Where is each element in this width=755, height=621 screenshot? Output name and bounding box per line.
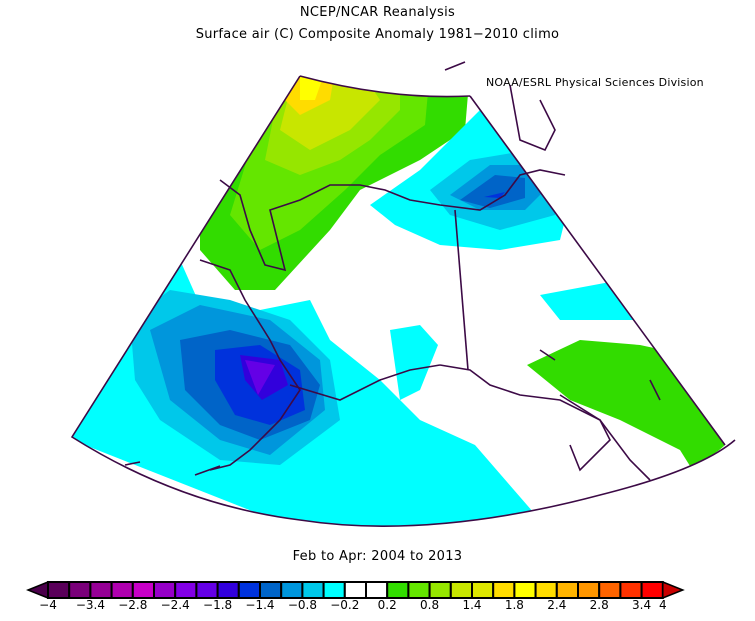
colorbar-tick-label: −2.8 — [118, 598, 148, 612]
colorbar-tick-label: −4 — [39, 598, 57, 612]
time-period-label: Feb to Apr: 2004 to 2013 — [292, 549, 463, 564]
colorbar-tick-label: 2.8 — [589, 598, 609, 612]
credit-label: NOAA/ESRL Physical Sciences Division — [486, 76, 704, 89]
colorbar-tick-label: 0.2 — [377, 598, 397, 612]
map-boundary — [70, 75, 736, 527]
colorbar-tick-label: −2.4 — [160, 598, 190, 612]
colorbar-tick-label: −1.8 — [203, 598, 233, 612]
colorbar — [25, 580, 685, 600]
colorbar-tick-label: −0.8 — [287, 598, 317, 612]
colorbar-tick-label: 1.8 — [504, 598, 524, 612]
chart-title: NCEP/NCAR Reanalysis — [299, 5, 456, 20]
colorbar-tick-label: 2.4 — [547, 598, 567, 612]
colorbar-tick-label: −3.4 — [75, 598, 105, 612]
anomaly-fill — [72, 76, 725, 527]
colorbar-tick-label: −0.2 — [330, 598, 360, 612]
coastline-outlines — [124, 61, 661, 481]
colorbar-tick-label: 3.4 — [632, 598, 652, 612]
colorbar-tick-label: 0.8 — [420, 598, 440, 612]
chart-subtitle: Surface air (C) Composite Anomaly 1981−2… — [195, 27, 560, 42]
colorbar-tick-label: 4 — [658, 598, 667, 612]
colorbar-tick-label: 1.4 — [462, 598, 482, 612]
anomaly-map — [70, 61, 736, 527]
colorbar-tick-label: −1.4 — [245, 598, 275, 612]
